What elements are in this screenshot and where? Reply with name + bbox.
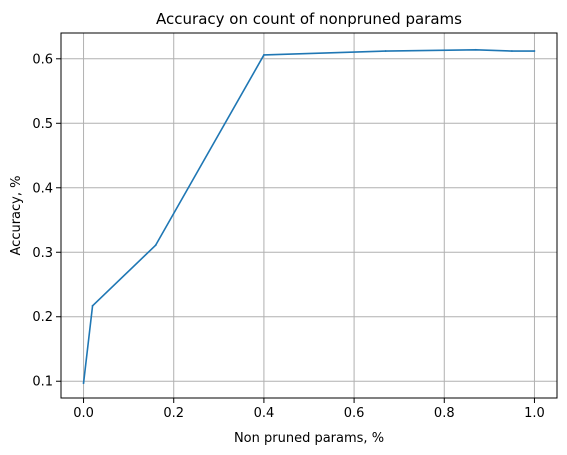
y-tick-label: 0.2 [32, 310, 53, 325]
data-point [534, 50, 536, 52]
data-point [83, 382, 85, 384]
y-axis: 0.1 0.2 0.3 0.4 0.5 0.6 [32, 52, 61, 389]
x-tick-label: 0.4 [254, 406, 275, 421]
x-tick-label: 0.8 [434, 406, 455, 421]
data-point [385, 50, 387, 52]
data-point [92, 305, 94, 307]
grid [61, 33, 557, 398]
y-tick-label: 0.3 [32, 246, 53, 261]
x-axis-title: Non pruned params, % [234, 431, 384, 446]
x-tick-label: 1.0 [524, 406, 545, 421]
x-tick-label: 0.0 [73, 406, 94, 421]
y-axis-title: Accuracy, % [9, 176, 24, 256]
y-tick-label: 0.6 [32, 52, 53, 67]
series-line [84, 50, 535, 383]
data-point [155, 244, 157, 246]
data-point [511, 50, 513, 52]
y-tick-label: 0.5 [32, 117, 53, 132]
x-axis: 0.0 0.2 0.4 0.6 0.8 1.0 [73, 398, 545, 421]
series-layer [83, 49, 536, 384]
chart-title: Accuracy on count of nonpruned params [156, 10, 462, 28]
x-tick-label: 0.2 [163, 406, 184, 421]
data-point [475, 49, 477, 51]
y-tick-label: 0.1 [32, 375, 53, 390]
y-tick-label: 0.4 [32, 181, 53, 196]
data-point [263, 54, 265, 56]
x-tick-label: 0.6 [344, 406, 365, 421]
plot-frame [61, 33, 557, 398]
